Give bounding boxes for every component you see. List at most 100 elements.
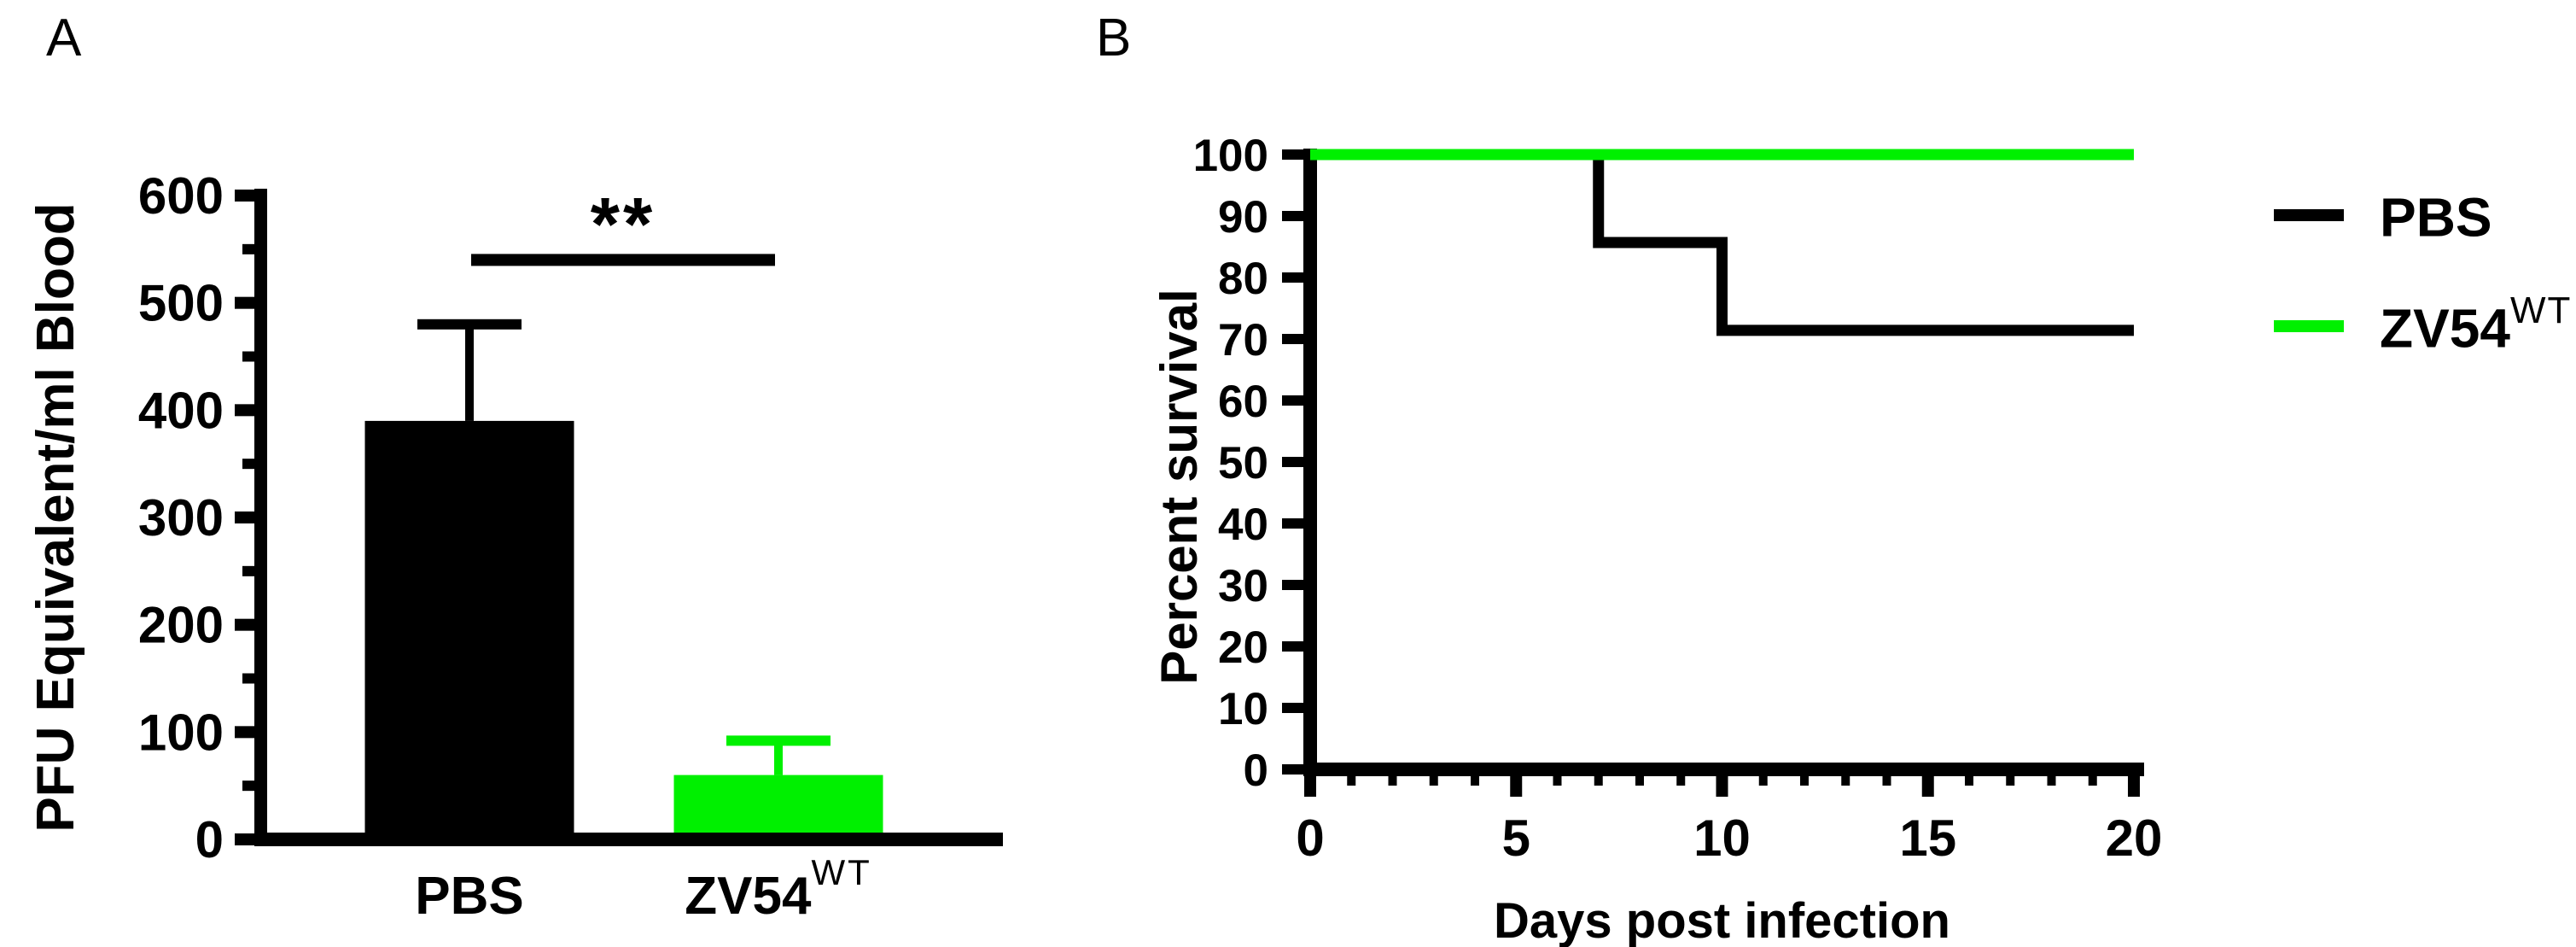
a-y-major-tick — [235, 190, 254, 202]
legend-entry-pbs: PBS — [2274, 186, 2572, 244]
b-x-tick-label: 5 — [1502, 810, 1530, 867]
viremia-bar-chart: 0 100 200 300 400 500 600 ** PBS ZV54WT PFU Equiva… — [26, 167, 1003, 926]
b-y-tick — [1282, 580, 1303, 590]
a-y-axis-line — [254, 189, 267, 846]
b-y-tick — [1282, 641, 1303, 652]
a-y-tick-label: 300 — [138, 489, 224, 547]
a-y-major-tick — [235, 296, 254, 309]
b-x-axis-line — [1303, 763, 2144, 776]
a-y-minor-tick — [242, 459, 254, 470]
b-x-minor-tick — [1965, 776, 1973, 786]
a-y-tick-label: 200 — [138, 597, 224, 654]
b-x-minor-tick — [2047, 776, 2056, 786]
b-x-minor-tick — [1841, 776, 1850, 786]
a-y-tick-label: 500 — [138, 275, 224, 332]
error-bar-cap — [726, 735, 830, 746]
b-y-tick-label: 50 — [1218, 438, 1268, 488]
legend-swatch-pbs — [2274, 209, 2344, 221]
b-x-tick-label: 10 — [1693, 810, 1751, 867]
panel-b-label: B — [1096, 9, 1132, 67]
b-y-tick — [1282, 395, 1303, 406]
b-x-axis-title: Days post infection — [1494, 893, 1950, 947]
b-y-axis-title: Percent survival — [1151, 289, 1208, 685]
b-x-major-tick — [2128, 776, 2140, 797]
b-y-tick-label: 100 — [1193, 131, 1268, 181]
legend-label-pbs-text: PBS — [2380, 186, 2492, 248]
a-y-major-tick — [235, 833, 254, 845]
a-y-tick-label: 100 — [138, 704, 224, 761]
error-bar-cap — [417, 319, 522, 330]
significance-line — [471, 254, 775, 266]
a-y-minor-tick — [242, 673, 254, 684]
a-y-major-tick — [235, 726, 254, 739]
b-y-tick — [1282, 764, 1303, 775]
b-x-tick-label: 15 — [1899, 810, 1956, 867]
survival-chart: 0 10 20 30 40 50 60 70 80 90 100 0 5 10 15 20 Days post … — [1151, 131, 2162, 947]
b-y-tick-label: 60 — [1218, 377, 1268, 427]
b-y-tick-label: 40 — [1218, 500, 1268, 550]
b-x-minor-tick — [1594, 776, 1603, 786]
b-x-minor-tick — [1553, 776, 1562, 786]
panel-a-label: A — [46, 9, 82, 67]
error-bar-stem — [465, 324, 474, 421]
b-x-major-tick — [1510, 776, 1523, 797]
survival-legend: PBS ZV54WT — [2274, 188, 2572, 410]
a-y-minor-tick — [242, 565, 254, 576]
legend-label-zv54wt-text: ZV54 — [2380, 297, 2510, 360]
b-x-minor-tick — [1800, 776, 1809, 786]
a-y-minor-tick — [242, 243, 254, 254]
b-x-minor-tick — [1471, 776, 1479, 786]
b-x-minor-tick — [1388, 776, 1397, 786]
b-y-tick-label: 80 — [1218, 254, 1268, 304]
b-x-tick-label: 20 — [2106, 810, 2163, 867]
legend-entry-zv54wt: ZV54WT — [2274, 291, 2572, 355]
b-x-minor-tick — [1758, 776, 1768, 786]
a-y-axis-title: PFU Equivalent/ml Blood — [26, 202, 85, 832]
a-y-major-tick — [235, 404, 254, 417]
b-y-tick — [1282, 149, 1303, 160]
b-y-tick — [1282, 518, 1303, 529]
b-x-major-tick — [1304, 776, 1316, 797]
a-category-label: ZV54WT — [685, 852, 872, 926]
legend-label-pbs: PBS — [2380, 186, 2492, 244]
b-x-major-tick — [1921, 776, 1934, 797]
legend-swatch-zv54wt — [2274, 320, 2344, 332]
a-y-minor-tick — [242, 351, 254, 362]
b-x-minor-tick — [1635, 776, 1644, 786]
b-y-tick — [1282, 334, 1303, 344]
b-y-tick — [1282, 272, 1303, 283]
a-category-label: PBS — [415, 867, 523, 926]
error-bar-stem — [774, 740, 783, 775]
a-y-tick-label: 0 — [195, 811, 224, 868]
b-x-minor-tick — [1882, 776, 1891, 786]
b-y-tick-label: 10 — [1218, 684, 1268, 734]
significance-stars: ** — [591, 181, 656, 266]
a-y-minor-tick — [242, 780, 254, 792]
bar-pbs — [364, 420, 574, 846]
b-y-axis-line — [1303, 149, 1317, 776]
a-y-major-tick — [235, 511, 254, 523]
b-x-minor-tick — [1676, 776, 1686, 786]
b-y-tick-label: 20 — [1218, 623, 1268, 673]
legend-label-zv54wt: ZV54WT — [2380, 291, 2572, 355]
b-x-major-tick — [1716, 776, 1728, 797]
b-x-tick-label: 0 — [1296, 810, 1324, 867]
b-y-tick-label: 90 — [1218, 192, 1268, 243]
b-y-tick-label: 30 — [1218, 561, 1268, 611]
b-x-minor-tick — [1347, 776, 1356, 786]
b-y-tick-label: 70 — [1218, 315, 1268, 365]
b-y-tick — [1282, 211, 1303, 221]
survival-curve-pbs — [1310, 149, 2134, 336]
b-y-tick-label: 0 — [1244, 745, 1268, 796]
b-x-minor-tick — [2006, 776, 2015, 786]
a-y-tick-label: 600 — [138, 167, 224, 225]
legend-label-zv54wt-sup: WT — [2509, 289, 2573, 331]
b-x-minor-tick — [1429, 776, 1438, 786]
b-y-tick — [1282, 457, 1303, 467]
a-x-axis-line — [254, 833, 1003, 846]
b-y-tick — [1282, 703, 1303, 713]
b-x-minor-tick — [2088, 776, 2097, 786]
a-y-major-tick — [235, 618, 254, 631]
